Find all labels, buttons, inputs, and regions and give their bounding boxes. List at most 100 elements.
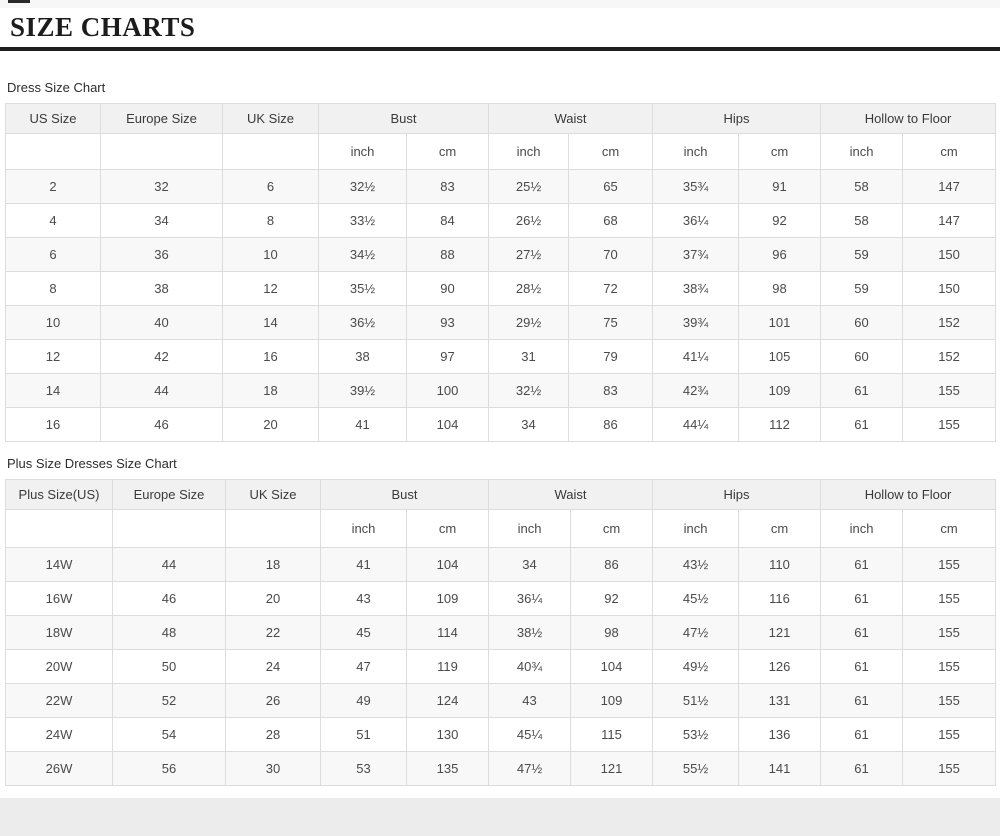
table-cell: 41 [318,406,407,442]
table-cell: 136 [738,716,822,752]
table-cell: 39½ [318,372,407,408]
table-cell: 121 [570,750,654,786]
table-cell: 116 [738,580,822,616]
table-row: 26W 56 30 53 135 47½ 121 55½ 141 61 155 [5,750,997,786]
content: Dress Size Chart US Size Europe Size UK Si… [0,80,1000,786]
empty-header-cell [112,508,226,548]
table-cell: 22 [225,614,321,650]
table-cell: 147 [902,202,997,238]
unit-header-row: inch cm inch cm inch cm inch cm [5,132,997,170]
table-cell: 26W [5,750,113,786]
table-cell: 55½ [652,750,740,786]
table-cell: 141 [738,750,822,786]
table-cell: 79 [568,338,654,374]
table-cell: 150 [902,270,997,306]
table-cell: 83 [568,372,654,408]
table-cell: 28 [225,716,321,752]
table-cell: 72 [568,270,654,306]
column-header: Europe Size [100,102,223,134]
table-cell: 114 [405,614,490,650]
table-cell: 119 [405,648,490,684]
table-cell: 28½ [488,270,570,306]
unit-header: cm [902,508,997,548]
table-cell: 97 [405,338,490,374]
table-cell: 36½ [318,304,407,340]
table-row: 20W 50 24 47 119 40¾ 104 49½ 126 61 155 [5,648,997,684]
table-cell: 150 [902,236,997,272]
table-row: 14 44 18 39½ 100 32½ 83 42¾ 109 61 155 [5,372,997,408]
table-cell: 152 [902,304,997,340]
table-cell: 61 [820,406,904,442]
unit-header: inch [488,508,572,548]
table-cell: 104 [405,406,490,442]
empty-header-cell [5,132,101,170]
table-row: 16W 46 20 43 109 36¼ 92 45½ 116 61 155 [5,580,997,616]
table-cell: 155 [902,372,997,408]
table-cell: 91 [738,168,822,204]
table-cell: 61 [820,372,904,408]
table-cell: 65 [568,168,654,204]
unit-header: cm [902,132,997,170]
title-divider [0,46,1000,51]
table-cell: 98 [738,270,822,306]
empty-header-cell [225,508,321,548]
table-cell: 34½ [318,236,407,272]
column-header: Europe Size [112,478,226,510]
table-row: 12 42 16 38 97 31 79 41¼ 105 60 152 [5,338,997,374]
table-row: 24W 54 28 51 130 45¼ 115 53½ 136 61 155 [5,716,997,752]
bottom-strip [0,797,1000,836]
unit-header: inch [488,132,570,170]
table-cell: 10 [222,236,319,272]
table-cell: 58 [820,202,904,238]
table-cell: 6 [5,236,101,272]
table-cell: 135 [405,750,490,786]
table-cell: 105 [738,338,822,374]
table-cell: 26½ [488,202,570,238]
table-cell: 35¾ [652,168,740,204]
table-cell: 93 [405,304,490,340]
table-cell: 61 [820,614,904,650]
table-cell: 152 [902,338,997,374]
table-cell: 50 [112,648,226,684]
table-cell: 155 [902,682,997,718]
table-cell: 54 [112,716,226,752]
table-cell: 29½ [488,304,570,340]
unit-header: cm [568,132,654,170]
unit-header: inch [320,508,407,548]
unit-header: cm [405,132,490,170]
table-row: 6 36 10 34½ 88 27½ 70 37¾ 96 59 150 [5,236,997,272]
table-cell: 39¾ [652,304,740,340]
table-cell: 46 [112,580,226,616]
table-cell: 52 [112,682,226,718]
table-cell: 38 [100,270,223,306]
table-cell: 100 [405,372,490,408]
table-cell: 61 [820,682,904,718]
table-cell: 45 [320,614,407,650]
table-cell: 68 [568,202,654,238]
header-row: Plus Size(US) Europe Size UK Size Bust Waist… [5,478,997,510]
table-cell: 45½ [652,580,740,616]
table-cell: 155 [902,750,997,786]
table-cell: 2 [5,168,101,204]
column-header: Waist [488,478,654,510]
table-cell: 61 [820,546,904,582]
column-header: Plus Size(US) [5,478,113,510]
table-cell: 8 [5,270,101,306]
table-cell: 92 [570,580,654,616]
table-cell: 32½ [488,372,570,408]
column-header: Waist [488,102,654,134]
table-row: 16 46 20 41 104 34 86 44¼ 112 61 155 [5,406,997,442]
table-cell: 130 [405,716,490,752]
table-cell: 60 [820,338,904,374]
column-header: UK Size [222,102,319,134]
unit-header: inch [652,508,740,548]
table-cell: 27½ [488,236,570,272]
table-cell: 88 [405,236,490,272]
table-row: 8 38 12 35½ 90 28½ 72 38¾ 98 59 150 [5,270,997,306]
table-cell: 20W [5,648,113,684]
page-header: SIZE CHARTS [0,8,1000,45]
table-cell: 60 [820,304,904,340]
table-cell: 25½ [488,168,570,204]
table-cell: 49½ [652,648,740,684]
column-header: US Size [5,102,101,134]
